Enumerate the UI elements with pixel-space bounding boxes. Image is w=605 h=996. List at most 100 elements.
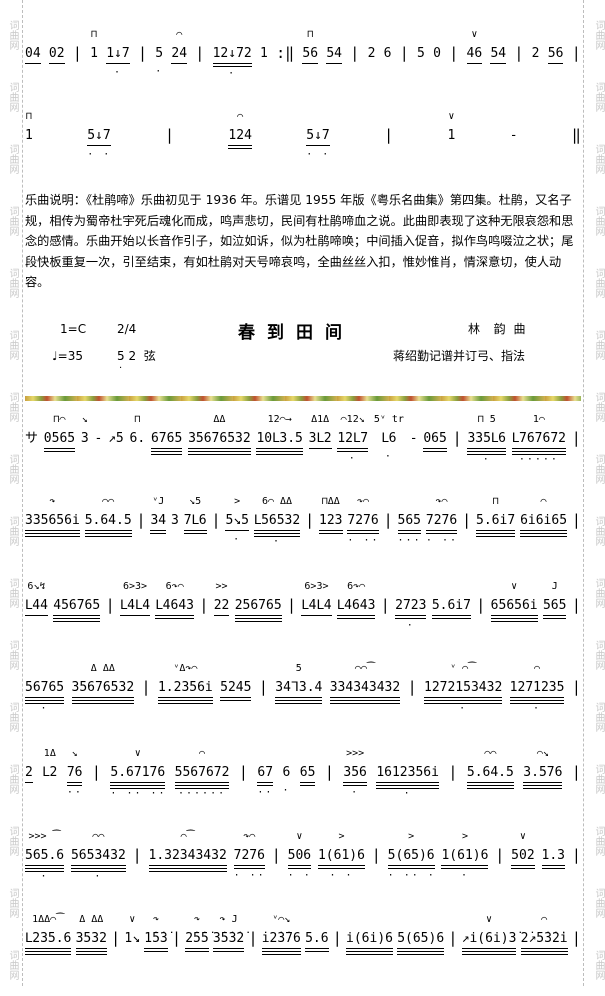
beam-underline bbox=[520, 533, 568, 534]
beam-underline bbox=[336, 618, 376, 619]
note-group: ᵛ⌒↘ i̇2̇3̇76 bbox=[261, 914, 301, 958]
score-row: ⊓ 1 5↓7 · · | ⌒ 124 5↓7 · · | ∨ 1- ‖ bbox=[25, 109, 581, 160]
beam-underline bbox=[511, 448, 566, 449]
note-group: ∨ 65656i bbox=[490, 581, 538, 625]
beam-underline bbox=[376, 785, 439, 786]
barline: | bbox=[571, 846, 581, 864]
note-group: ↷ J 3̇5̇3̇2̇ bbox=[212, 914, 245, 958]
note-text: 0565 bbox=[43, 431, 76, 446]
note-group: ⌒ 6i6i65 bbox=[520, 496, 568, 540]
note-group: 2 bbox=[25, 765, 33, 792]
articulation-mark: ᵛΔ↷⌒ bbox=[173, 663, 198, 674]
beam-underline bbox=[441, 868, 489, 869]
beam-underline bbox=[220, 700, 252, 701]
articulation-mark: >>> ⁀ bbox=[28, 831, 61, 842]
note-group: ⊓ 5.6i7 bbox=[476, 496, 516, 540]
score-row: >>> ⁀ 565.6 · ⌒⌒ 5653432 · | ⌒⁀ 1.32343432 ↷⌒ 7276… bbox=[25, 829, 581, 882]
arranger-credit: 蒋绍勤记谱并订弓、指法 bbox=[393, 349, 526, 363]
beam-underline bbox=[520, 530, 568, 531]
barline: | bbox=[248, 929, 258, 947]
note-group: >>> 356 · bbox=[343, 748, 367, 798]
note-group: ↷ 1̇5̇3̇ bbox=[144, 914, 168, 958]
articulation-mark: ⊓ bbox=[91, 29, 98, 40]
articulation-mark: ∨ bbox=[296, 831, 303, 842]
note-text: 5 bbox=[417, 46, 425, 61]
barline: | bbox=[384, 126, 394, 144]
beam-underline bbox=[150, 533, 167, 534]
note-text: 3 bbox=[80, 431, 89, 446]
articulation-mark: ↘ bbox=[71, 748, 78, 759]
beam-underline bbox=[256, 454, 303, 455]
note-text: 34 bbox=[150, 513, 167, 528]
articulation-mark: ∨ bbox=[129, 914, 136, 925]
beam-underline bbox=[425, 533, 458, 534]
note-text: 1.32343432 bbox=[148, 848, 227, 863]
note-text: サ bbox=[25, 431, 39, 446]
note-group: 56 bbox=[547, 46, 564, 73]
beam-underline bbox=[423, 448, 447, 449]
beam-underline bbox=[71, 703, 135, 704]
beam-underline bbox=[305, 951, 329, 952]
octave-dot: · bbox=[351, 787, 360, 798]
note-group: >5(65)6 · ·· · bbox=[387, 831, 435, 881]
barline: | bbox=[380, 596, 390, 614]
note-group: 1ΔΔ⌒⁀ ᒪ235.6 bbox=[25, 914, 72, 958]
key-signature: 1=C bbox=[60, 322, 87, 336]
watermark-text: 词曲网 bbox=[7, 702, 18, 732]
beam-underline bbox=[476, 530, 516, 531]
note-text: 565.6 bbox=[25, 848, 65, 863]
articulation-mark: ↷ J bbox=[219, 914, 238, 925]
watermark-right: 词曲网 词曲网 词曲网 词曲网 词曲网 词曲网 词曲网 词曲网 词曲网 词曲网 词曲网 词曲网 词曲网词… bbox=[588, 4, 604, 996]
beam-underline bbox=[395, 615, 427, 616]
beam-underline bbox=[87, 145, 111, 146]
note-text: 356 bbox=[343, 765, 367, 780]
note-group: - bbox=[410, 431, 418, 458]
note-text: ᒪ4ᒪ4 bbox=[301, 598, 332, 613]
barline: | bbox=[211, 511, 221, 529]
note-group: - bbox=[510, 128, 518, 155]
note-text: 5(65)6 bbox=[387, 848, 435, 863]
note-text: 456765 bbox=[53, 598, 101, 613]
articulation-mark: 5ᵛ tr bbox=[373, 414, 404, 425]
beam-underline bbox=[150, 451, 183, 452]
watermark-text: 词曲网 bbox=[7, 578, 18, 608]
note-group: 1.3 bbox=[541, 848, 565, 875]
beam-underline bbox=[106, 63, 130, 64]
note-text: 5653432 bbox=[70, 848, 126, 863]
barline: | bbox=[238, 763, 248, 781]
beam-underline bbox=[253, 533, 301, 534]
octave-dot: · · bbox=[306, 149, 331, 160]
beam-underline bbox=[188, 448, 251, 449]
beam-underline bbox=[387, 868, 435, 869]
note-group: サ bbox=[25, 431, 38, 458]
note-group: ↷⌒ 7276 · ·· bbox=[347, 496, 379, 546]
note-text: 1.2356i bbox=[157, 680, 213, 695]
barline: | bbox=[350, 44, 360, 62]
beam-underline bbox=[84, 533, 132, 534]
note-text: 34ᒣ3.4 bbox=[275, 680, 323, 695]
note-text: 65 bbox=[299, 765, 316, 780]
beam-underline bbox=[155, 618, 194, 619]
barline: | bbox=[199, 596, 209, 614]
octave-dot: · · bbox=[87, 149, 112, 160]
score-row: サ ⊓⌒ 0565 ↘ 3- ↗5 ⊓ 6. 6765 ΔΔ 35676532 12⌒→ 10ᒪ3.5… bbox=[25, 412, 581, 465]
beam-underline bbox=[75, 954, 107, 955]
note-group: 6 · bbox=[283, 765, 291, 796]
note-text: 5.64.5 bbox=[84, 513, 132, 528]
watermark-text: 词曲网 bbox=[7, 268, 18, 298]
beam-underline bbox=[441, 865, 489, 866]
octave-dot: · bbox=[40, 871, 49, 882]
piece-title: 春到田间 bbox=[238, 323, 354, 343]
note-text: 0 bbox=[433, 46, 441, 61]
barline: | bbox=[495, 846, 505, 864]
note-group: ↘ 76 ·· bbox=[66, 748, 83, 798]
note-group: 6765 bbox=[150, 431, 183, 458]
note-group: Δ ΔΔ 3532 bbox=[75, 914, 107, 958]
beam-underline bbox=[343, 782, 367, 783]
barline: | bbox=[399, 44, 409, 62]
articulation-mark: 6>3> bbox=[304, 581, 329, 592]
beam-underline bbox=[466, 785, 514, 786]
beam-underline bbox=[509, 697, 565, 698]
beam-underline bbox=[431, 615, 471, 616]
note-text: 1 bbox=[90, 46, 98, 61]
